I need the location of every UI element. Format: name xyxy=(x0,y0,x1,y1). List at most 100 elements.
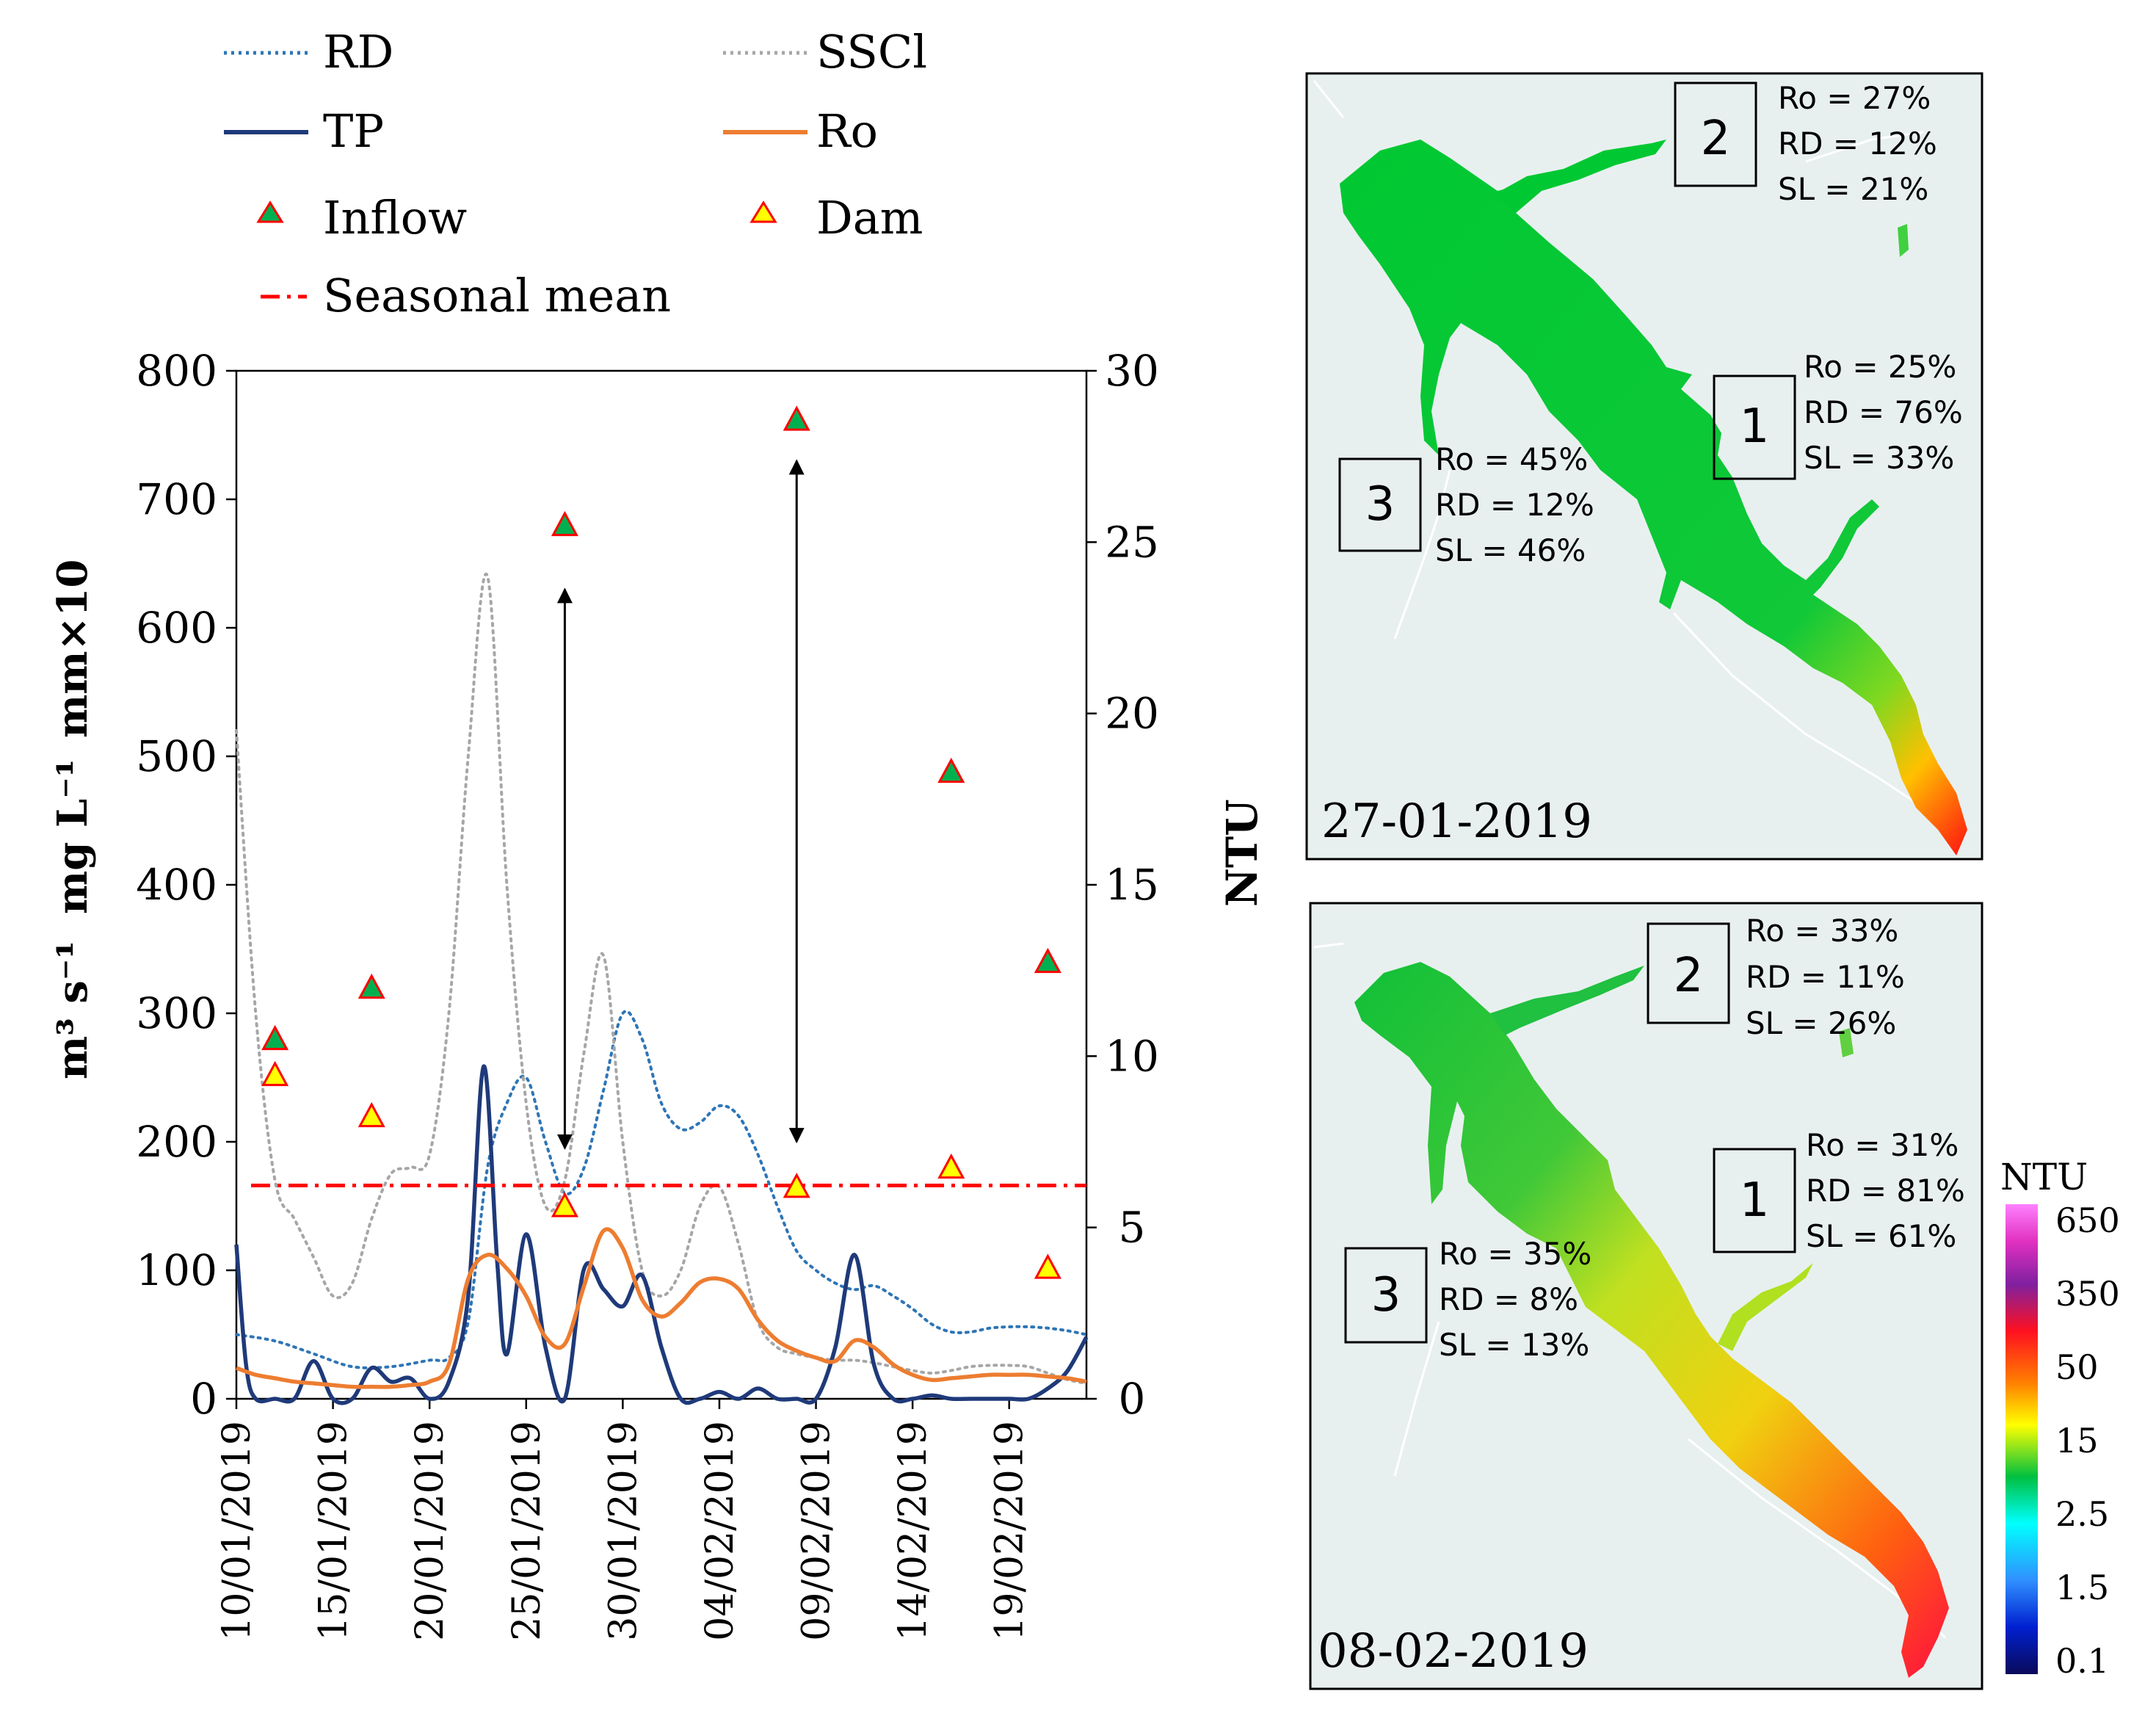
series-tp-line xyxy=(234,1064,1089,1405)
inflow-marker xyxy=(551,510,578,537)
map1-box2-line3: SL = 21% xyxy=(1778,171,1928,207)
map2-box3 xyxy=(1344,1247,1428,1344)
y-left-tick-label: 800 xyxy=(136,346,217,396)
map2-box3-line2: RD = 8% xyxy=(1439,1281,1578,1317)
inflow-marker xyxy=(357,973,385,999)
map1-box3-num: 3 xyxy=(1365,477,1395,532)
inflow-marker xyxy=(261,1024,289,1051)
y-right-tick-label: 30 xyxy=(1105,346,1159,396)
legend: RD SSCl TP Ro Inflow Dam Seasonal mean xyxy=(224,25,927,322)
colorbar-tick-label: 2.5 xyxy=(2055,1494,2109,1534)
map1-box1-num: 1 xyxy=(1740,399,1770,454)
colorbar-tick-label: 1.5 xyxy=(2055,1568,2109,1607)
y-left-label-2: mg L⁻¹ xyxy=(48,759,97,914)
map-panel-2: 2 Ro = 33% RD = 11% SL = 26% 1 Ro = 31% … xyxy=(1309,902,1983,1690)
dam-marker xyxy=(937,1153,965,1179)
map1-small-patch xyxy=(1898,224,1909,257)
y-left-label-1: m³ s⁻¹ xyxy=(48,941,97,1079)
map2-box2-line1: Ro = 33% xyxy=(1746,913,1898,949)
legend-sscl-label: SSCl xyxy=(816,25,927,79)
map2-box1-line1: Ro = 31% xyxy=(1806,1127,1959,1163)
dam-marker xyxy=(357,1101,385,1128)
y-left-tick-label: 600 xyxy=(136,603,217,653)
map2-box2 xyxy=(1647,922,1730,1024)
x-tick-label: 10/01/2019 xyxy=(215,1421,259,1641)
map-panel-1: 2 Ro = 27% RD = 12% SL = 21% 1 Ro = 25% … xyxy=(1305,72,1983,861)
marker-layer xyxy=(261,405,1061,1279)
y-right-tick-label: 0 xyxy=(1119,1374,1146,1424)
map2-box2-line3: SL = 26% xyxy=(1746,1005,1896,1041)
y-left-tick-label: 500 xyxy=(136,731,217,781)
legend-rd-label: RD xyxy=(323,25,393,79)
inflow-marker xyxy=(937,757,965,783)
map2-box1-line3: SL = 61% xyxy=(1806,1218,1956,1254)
colorbar: NTU 650 350 50 15 2.5 1.5 0.1 xyxy=(2000,1156,2120,1681)
map1-box1 xyxy=(1713,374,1796,480)
y-left-tick-label: 0 xyxy=(190,1374,217,1424)
legend-inflow-marker xyxy=(256,200,284,223)
map1-box3-line1: Ro = 45% xyxy=(1435,441,1588,477)
map2-box3-line3: SL = 13% xyxy=(1439,1327,1589,1363)
map1-box2-line2: RD = 12% xyxy=(1778,126,1937,162)
map1-box3-line2: RD = 12% xyxy=(1435,487,1594,523)
y-left-tick-label: 700 xyxy=(136,474,217,524)
map2-box3-line1: Ro = 35% xyxy=(1439,1236,1591,1272)
dam-marker xyxy=(1034,1253,1061,1279)
x-tick-label: 25/01/2019 xyxy=(505,1421,549,1641)
chart: 0 100 200 300 400 500 600 700 800 0 5 10 15 20 25 30 1… xyxy=(48,346,1267,1641)
legend-dam-label: Dam xyxy=(816,191,923,245)
dam-marker xyxy=(261,1060,289,1087)
map2-box2-line2: RD = 11% xyxy=(1746,959,1905,995)
map2-box1-num: 1 xyxy=(1740,1173,1770,1228)
x-tick-label: 20/01/2019 xyxy=(408,1421,452,1641)
map1-shoreline xyxy=(1313,80,1946,824)
y-left-tick-label: 100 xyxy=(136,1245,217,1295)
series-ro-line xyxy=(236,1227,1087,1389)
map2-small-patch xyxy=(1839,1028,1854,1057)
x-tick-label: 14/02/2019 xyxy=(891,1421,935,1641)
map1-box3 xyxy=(1338,457,1422,552)
x-tick-label: 09/02/2019 xyxy=(795,1421,839,1641)
map2-tributary-2 xyxy=(1490,966,1644,1035)
map1-date: 27-01-2019 xyxy=(1321,794,1592,849)
map2-date: 08-02-2019 xyxy=(1318,1624,1589,1679)
dam-marker xyxy=(551,1192,578,1217)
series-layer xyxy=(234,459,1089,1405)
map1-box1-line2: RD = 76% xyxy=(1804,394,1963,430)
map1-box3-line3: SL = 46% xyxy=(1435,532,1586,568)
map1-tributary-2 xyxy=(1494,140,1666,213)
y-right-tick-label: 5 xyxy=(1119,1203,1146,1253)
map2-reservoir xyxy=(1354,962,1949,1678)
left-axis-ticks: 0 100 200 300 400 500 600 700 800 xyxy=(136,346,236,1424)
series-rd-line xyxy=(235,1010,1088,1369)
colorbar-tick-label: 15 xyxy=(2055,1421,2099,1460)
colorbar-tick-label: 350 xyxy=(2055,1274,2120,1314)
legend-tp-label: TP xyxy=(323,104,384,158)
y-left-tick-label: 400 xyxy=(136,860,217,910)
colorbar-tick-label: 0.1 xyxy=(2055,1641,2109,1681)
map1-box2-line1: Ro = 27% xyxy=(1778,80,1931,116)
y-left-tick-label: 300 xyxy=(136,988,217,1038)
y-right-tick-label: 20 xyxy=(1105,689,1159,739)
x-tick-label: 19/02/2019 xyxy=(988,1421,1032,1641)
y-right-tick-label: 15 xyxy=(1105,860,1159,910)
x-axis-ticks: 10/01/2019 15/01/2019 20/01/2019 25/01/2019… xyxy=(215,1399,1032,1641)
x-tick-label: 04/02/2019 xyxy=(698,1421,742,1641)
map1-box2-num: 2 xyxy=(1701,112,1731,166)
dam-marker xyxy=(783,1173,810,1198)
map2-box3-num: 3 xyxy=(1371,1268,1401,1322)
x-tick-label: 30/01/2019 xyxy=(601,1421,645,1641)
map2-box1-line2: RD = 81% xyxy=(1806,1173,1965,1209)
map2-box2-num: 2 xyxy=(1674,949,1704,1003)
map1-box1-line3: SL = 33% xyxy=(1804,440,1954,476)
legend-dam-marker xyxy=(749,200,777,223)
colorbar-title: NTU xyxy=(2000,1156,2088,1198)
x-tick-label: 15/01/2019 xyxy=(312,1421,356,1641)
y-left-tick-label: 200 xyxy=(136,1117,217,1167)
legend-inflow-label: Inflow xyxy=(323,191,467,245)
series-sscl-line xyxy=(235,572,1088,1385)
y-right-tick-label: 10 xyxy=(1105,1031,1159,1081)
legend-seasonal-label: Seasonal mean xyxy=(323,269,671,322)
y-right-tick-label: 25 xyxy=(1105,517,1159,567)
